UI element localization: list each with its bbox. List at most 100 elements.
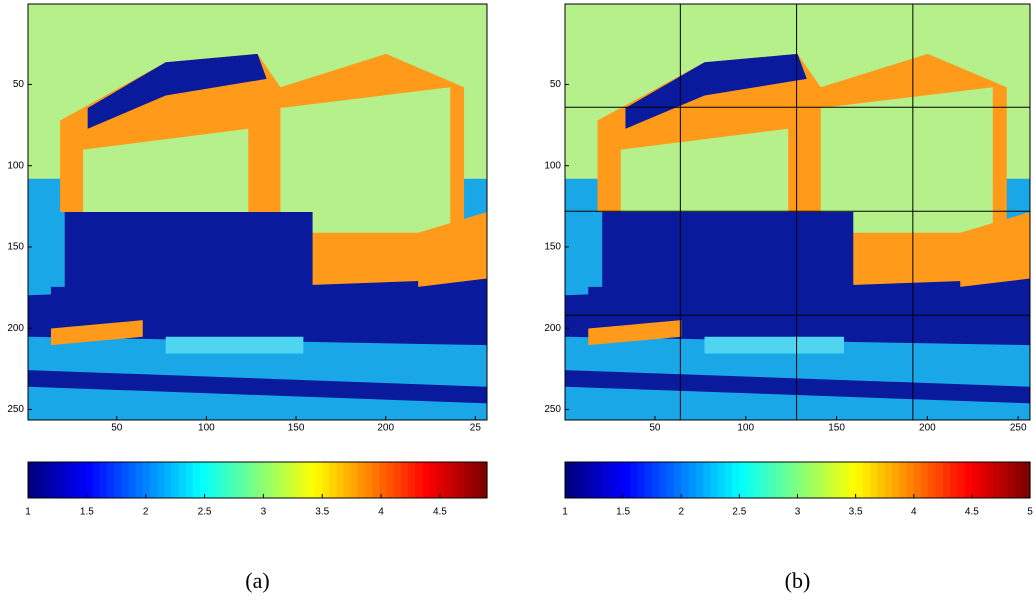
- colorbar-swatch: [179, 462, 187, 498]
- colorbar-swatch: [950, 462, 958, 498]
- colorbar-tick-label: 1: [562, 507, 568, 518]
- colorbar-swatch: [465, 462, 473, 498]
- colorbar-swatch: [580, 462, 588, 498]
- x-tick-label: 100: [198, 423, 215, 434]
- colorbar-swatch: [594, 462, 602, 498]
- figure: 50100150200255010015020025011.522.533.54…: [0, 0, 1034, 610]
- image-region: [705, 337, 845, 354]
- colorbar-swatch: [638, 462, 646, 498]
- colorbar-swatch: [892, 462, 900, 498]
- colorbar-swatch: [78, 462, 86, 498]
- colorbar-swatch: [609, 462, 617, 498]
- x-tick-label: 100: [737, 423, 754, 434]
- colorbar-swatch: [71, 462, 79, 498]
- colorbar-swatch: [394, 462, 402, 498]
- colorbar-swatch: [986, 462, 994, 498]
- colorbar-tick-label: 1.5: [616, 507, 630, 518]
- colorbar-swatch: [229, 462, 237, 498]
- y-tick-label: 150: [7, 242, 24, 253]
- y-tick-label: 250: [544, 404, 561, 415]
- colorbar-swatch: [928, 462, 936, 498]
- colorbar-tick-label: 3.5: [849, 507, 863, 518]
- colorbar-tick-label: 1.5: [80, 507, 94, 518]
- colorbar-tick-label: 4: [378, 507, 384, 518]
- colorbar-swatch: [114, 462, 122, 498]
- colorbar-swatch: [401, 462, 409, 498]
- colorbar-swatch: [921, 462, 929, 498]
- colorbar-swatch: [286, 462, 294, 498]
- colorbar-swatch: [480, 462, 488, 498]
- colorbar-swatch: [444, 462, 452, 498]
- colorbar-swatch: [293, 462, 301, 498]
- colorbar-swatch: [437, 462, 445, 498]
- colorbar-swatch: [136, 462, 144, 498]
- colorbar-swatch: [42, 462, 50, 498]
- colorbar-swatch: [732, 462, 740, 498]
- colorbar-swatch: [761, 462, 769, 498]
- colorbar-swatch: [379, 462, 387, 498]
- colorbar-swatch: [776, 462, 784, 498]
- colorbar-swatch: [458, 462, 466, 498]
- colorbar-tick-label: 2.5: [732, 507, 746, 518]
- colorbar-swatch: [422, 462, 430, 498]
- x-tick-label: 200: [377, 423, 394, 434]
- colorbar-tick-label: 3: [795, 507, 801, 518]
- colorbar-swatch: [681, 462, 689, 498]
- colorbar-swatch: [936, 462, 944, 498]
- colorbar-swatch: [1008, 462, 1016, 498]
- colorbar-swatch: [100, 462, 108, 498]
- x-tick-label: 200: [919, 423, 936, 434]
- colorbar-swatch: [819, 462, 827, 498]
- colorbar-swatch: [689, 462, 697, 498]
- colorbar-swatch: [783, 462, 791, 498]
- colorbar-swatch: [718, 462, 726, 498]
- colorbar-swatch: [827, 462, 835, 498]
- colorbar-swatch: [301, 462, 309, 498]
- image-region: [166, 337, 304, 354]
- colorbar-swatch: [64, 462, 72, 498]
- image-region: [51, 212, 313, 295]
- colorbar-swatch: [214, 462, 222, 498]
- colorbar-swatch: [972, 462, 980, 498]
- colorbar-swatch: [222, 462, 230, 498]
- colorbar-swatch: [57, 462, 65, 498]
- colorbar-swatch: [451, 462, 459, 498]
- colorbar-swatch: [121, 462, 129, 498]
- colorbar-swatch: [885, 462, 893, 498]
- colorbar-swatch: [616, 462, 624, 498]
- colorbar-tick-label: 4: [911, 507, 917, 518]
- colorbar-swatch: [164, 462, 172, 498]
- colorbar-swatch: [906, 462, 914, 498]
- colorbar-swatch: [351, 462, 359, 498]
- y-tick-label: 200: [7, 323, 24, 334]
- colorbar-swatch: [200, 462, 208, 498]
- colorbar-swatch: [473, 462, 481, 498]
- colorbar-swatch: [365, 462, 373, 498]
- colorbar-swatch: [601, 462, 609, 498]
- colorbar-swatch: [150, 462, 158, 498]
- y-tick-label: 100: [544, 160, 561, 171]
- colorbar-swatch: [805, 462, 813, 498]
- colorbar-tick-label: 5: [1027, 507, 1033, 518]
- caption: (a): [245, 568, 269, 593]
- image-region: [280, 87, 450, 233]
- colorbar-swatch: [754, 462, 762, 498]
- colorbar-swatch: [994, 462, 1002, 498]
- image-region: [28, 212, 65, 287]
- colorbar-swatch: [329, 462, 337, 498]
- colorbar-swatch: [812, 462, 820, 498]
- colorbar-swatch: [415, 462, 423, 498]
- colorbar-swatch: [1023, 462, 1031, 498]
- colorbar-swatch: [848, 462, 856, 498]
- colorbar-tick-label: 2.5: [198, 507, 212, 518]
- colorbar-swatch: [28, 462, 36, 498]
- y-tick-label: 200: [544, 323, 561, 334]
- colorbar-swatch: [143, 462, 151, 498]
- colorbar-swatch: [703, 462, 711, 498]
- colorbar-swatch: [186, 462, 194, 498]
- y-tick-label: 50: [550, 79, 562, 90]
- colorbar-swatch: [372, 462, 380, 498]
- colorbar-swatch: [128, 462, 136, 498]
- x-tick-label: 50: [111, 423, 123, 434]
